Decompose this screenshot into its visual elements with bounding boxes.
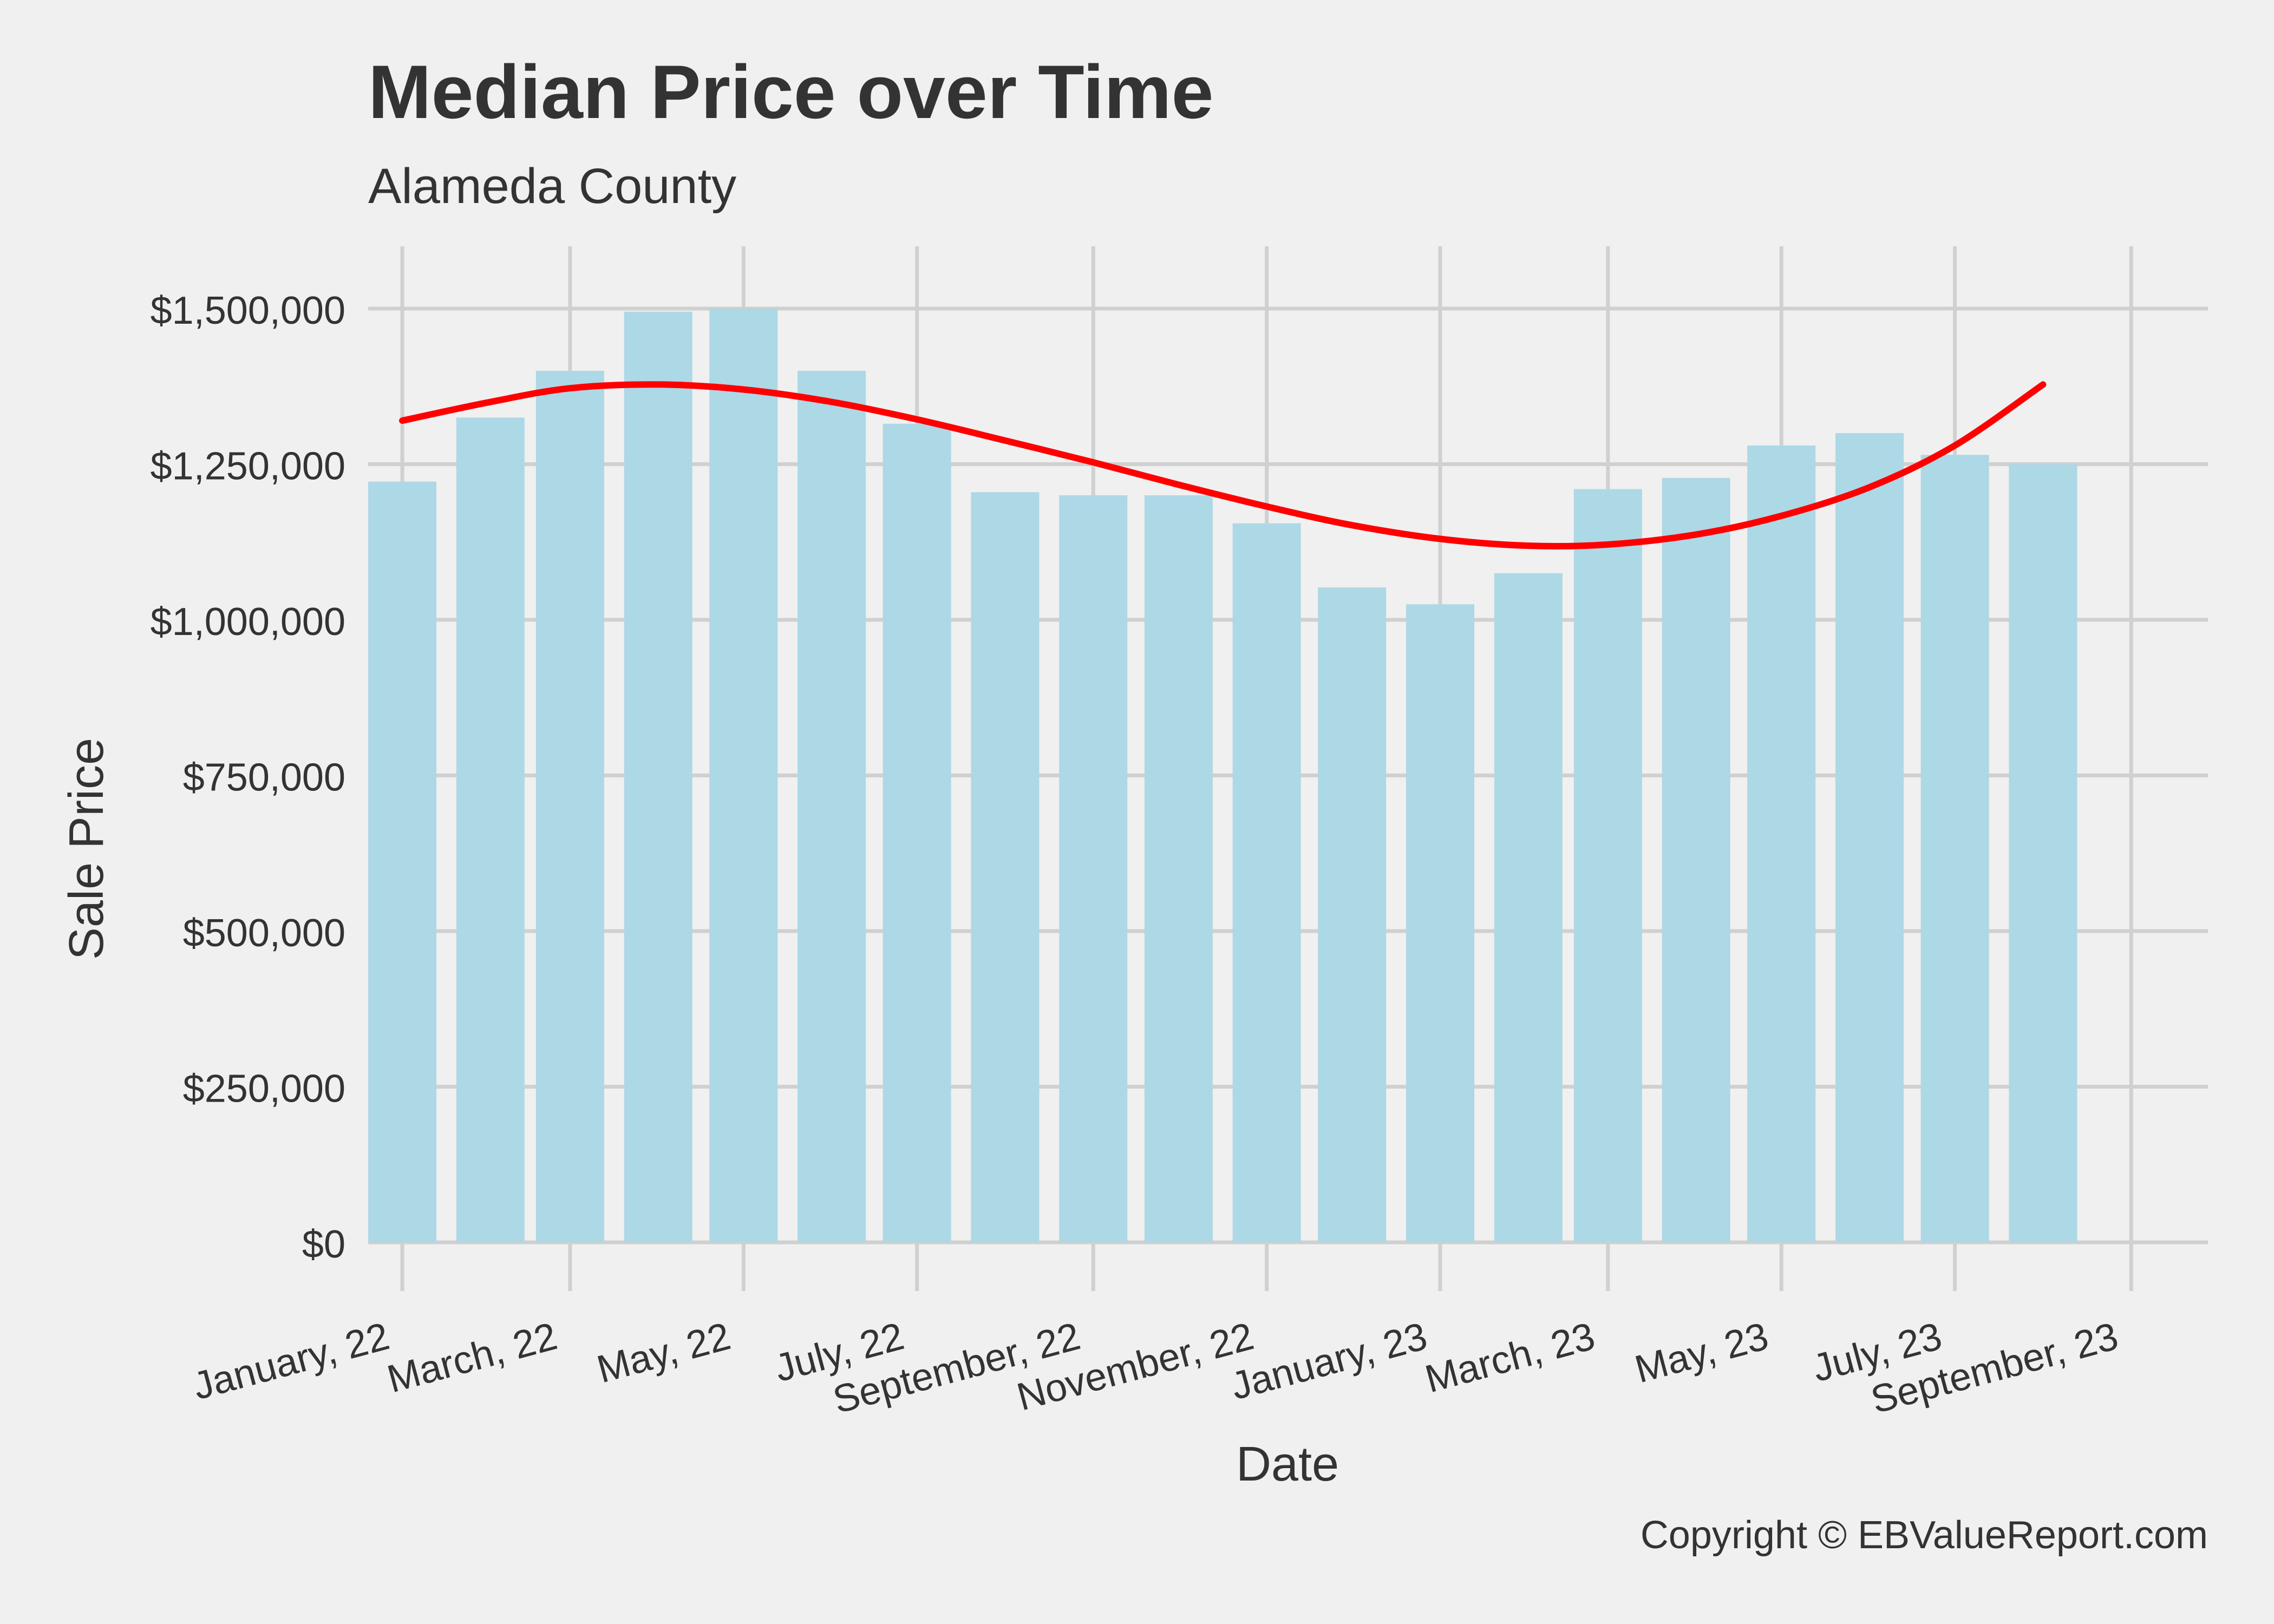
bar xyxy=(1662,477,1730,1242)
bars xyxy=(368,309,2077,1243)
bar xyxy=(1232,523,1301,1242)
bar xyxy=(1059,495,1128,1242)
y-axis-label: Sale Price xyxy=(60,738,114,960)
y-tick-label: $1,500,000 xyxy=(151,289,345,332)
trend-line xyxy=(399,381,2047,550)
bar xyxy=(624,311,692,1242)
y-tick-label: $750,000 xyxy=(183,756,345,800)
bar xyxy=(971,492,1040,1242)
bar xyxy=(1494,573,1563,1242)
y-tick-label: $500,000 xyxy=(183,912,345,955)
bar xyxy=(1318,587,1387,1242)
trend-line-group xyxy=(399,381,2047,550)
bar xyxy=(1835,433,1904,1242)
y-tick-label: $1,000,000 xyxy=(151,600,345,644)
y-axis-ticks: $0 $250,000 $500,000 $750,000 $1,000,000 $1,2… xyxy=(151,289,345,1266)
bar xyxy=(1406,604,1474,1242)
bar xyxy=(368,481,437,1243)
bar xyxy=(1920,455,1989,1242)
bar xyxy=(883,423,951,1242)
chart-title: Median Price over Time xyxy=(368,49,1213,134)
y-tick-label: $250,000 xyxy=(183,1068,345,1111)
bar xyxy=(456,417,525,1242)
chart-caption: Copyright © EBValueReport.com xyxy=(1641,1514,2208,1557)
bar xyxy=(535,371,604,1242)
bar xyxy=(1573,489,1642,1242)
bar xyxy=(798,371,866,1242)
chart-subtitle: Alameda County xyxy=(368,159,736,214)
x-axis-label: Date xyxy=(1236,1437,1339,1491)
bar xyxy=(2009,464,2077,1242)
bar xyxy=(1144,495,1213,1242)
y-tick-label: $1,250,000 xyxy=(151,445,345,488)
bar xyxy=(1747,446,1816,1242)
bar xyxy=(709,309,778,1242)
y-tick-label: $0 xyxy=(302,1223,345,1266)
